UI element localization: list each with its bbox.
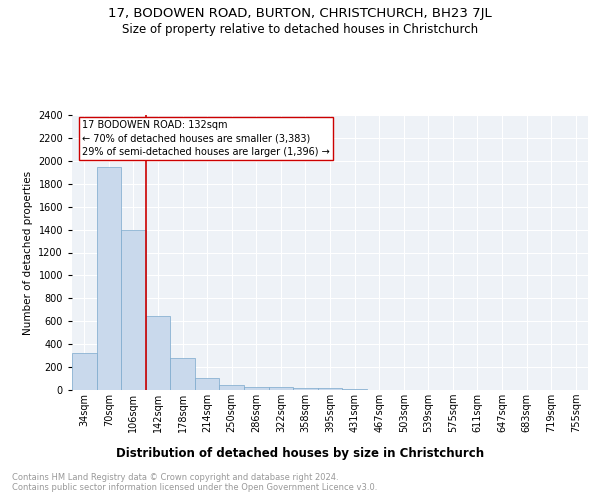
Text: Distribution of detached houses by size in Christchurch: Distribution of detached houses by size …	[116, 448, 484, 460]
Text: 17, BODOWEN ROAD, BURTON, CHRISTCHURCH, BH23 7JL: 17, BODOWEN ROAD, BURTON, CHRISTCHURCH, …	[108, 8, 492, 20]
Text: Size of property relative to detached houses in Christchurch: Size of property relative to detached ho…	[122, 22, 478, 36]
Bar	[269, 387, 293, 390]
Bar	[220, 385, 244, 390]
Bar	[72, 354, 97, 390]
Bar	[318, 388, 342, 390]
Bar	[244, 386, 269, 390]
Bar	[97, 166, 121, 390]
Bar	[146, 316, 170, 390]
Bar	[293, 388, 318, 390]
Bar	[170, 358, 195, 390]
Bar	[121, 230, 146, 390]
Text: Contains HM Land Registry data © Crown copyright and database right 2024.
Contai: Contains HM Land Registry data © Crown c…	[12, 472, 377, 492]
Text: 17 BODOWEN ROAD: 132sqm
← 70% of detached houses are smaller (3,383)
29% of semi: 17 BODOWEN ROAD: 132sqm ← 70% of detache…	[82, 120, 330, 157]
Bar	[195, 378, 220, 390]
Y-axis label: Number of detached properties: Number of detached properties	[23, 170, 32, 334]
